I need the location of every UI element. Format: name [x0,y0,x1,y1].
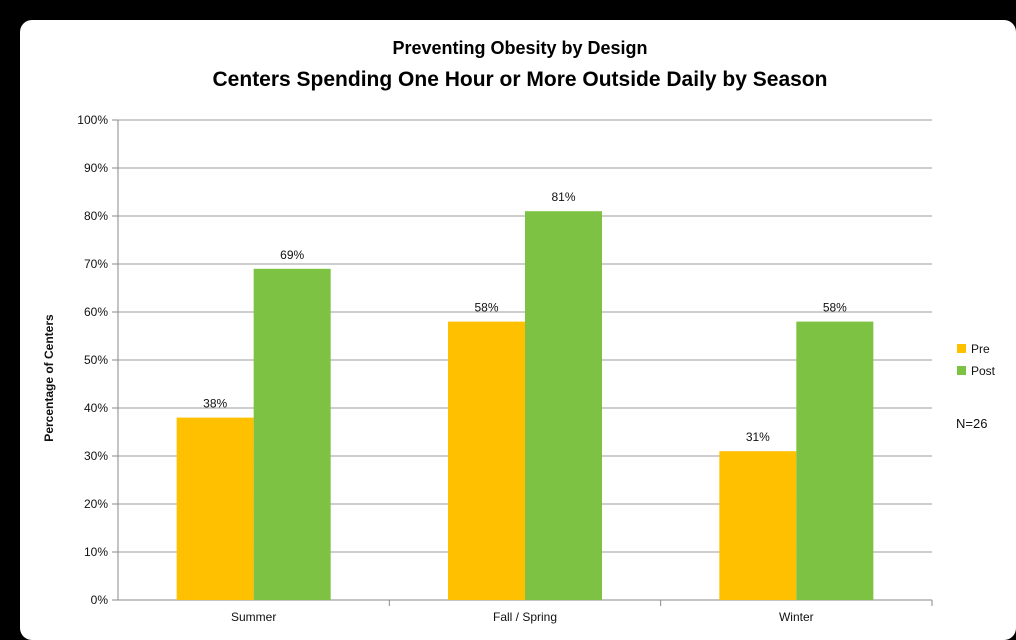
bar-pre [448,321,525,600]
sample-size-note: N=26 [956,416,987,431]
y-tick-label: 50% [84,353,108,367]
chart-subtitle: Centers Spending One Hour or More Outsid… [213,68,828,91]
legend-label-pre: Pre [971,342,990,356]
bar-post [796,321,874,600]
y-tick-label: 80% [84,209,108,223]
legend-swatch-pre [957,344,966,353]
x-tick-label: Winter [779,610,814,624]
x-axis-ticks: Summer Fall / Spring Winter [231,600,933,624]
legend-swatch-post [957,366,966,375]
y-tick-label: 100% [77,113,108,127]
y-tick-label: 60% [84,305,108,319]
x-tick-label: Summer [231,610,276,624]
data-label: 58% [474,301,498,315]
bar-chart: Preventing Obesity by Design Centers Spe… [42,38,996,624]
bar-pre [719,451,797,600]
bar-post [253,268,331,600]
chart-frame: Preventing Obesity by Design Centers Spe… [20,20,1016,640]
data-label: 81% [551,190,575,204]
bars [176,211,874,600]
legend-label-post: Post [971,364,996,378]
bar-post [525,211,602,600]
data-label: 69% [280,248,304,262]
y-axis-label: Percentage of Centers [42,314,56,442]
data-label: 38% [203,397,227,411]
y-tick-label: 20% [84,497,108,511]
chart-title: Preventing Obesity by Design [392,38,647,58]
bar-pre [176,417,254,600]
y-tick-label: 40% [84,401,108,415]
data-label: 31% [746,430,770,444]
y-tick-label: 70% [84,257,108,271]
y-tick-label: 0% [91,593,109,607]
data-labels: 38% 69% 58% 81% 31% 58% [203,190,847,444]
data-label: 58% [823,301,847,315]
y-axis-ticks: 0% 10% 20% 30% 40% 50% 60% 70% 80% 90% 100% [77,113,108,607]
legend: Pre Post [957,342,996,378]
y-tick-label: 30% [84,449,108,463]
y-tick-label: 10% [84,545,108,559]
x-tick-label: Fall / Spring [493,610,557,624]
y-tick-label: 90% [84,161,108,175]
